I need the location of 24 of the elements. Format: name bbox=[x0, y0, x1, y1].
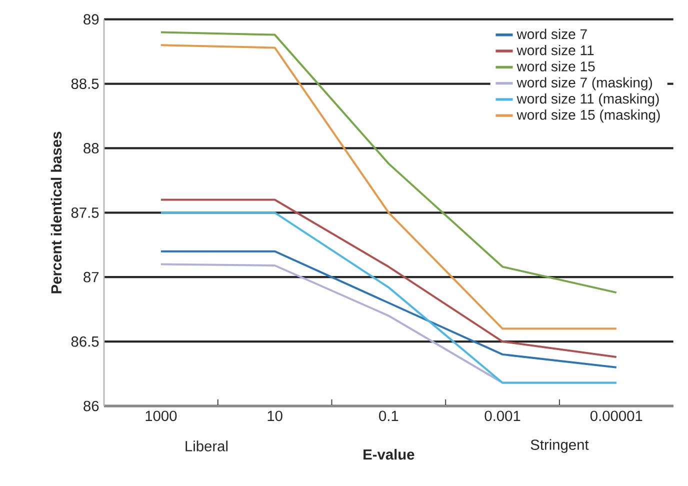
y-axis-title: Percent identical bases bbox=[50, 132, 62, 294]
x-tick-label: 0.1 bbox=[379, 410, 398, 422]
x-tick-label: 0.00001 bbox=[590, 410, 642, 422]
y-tick-label: 86 bbox=[84, 400, 99, 412]
y-tick-label: 86.5 bbox=[71, 336, 99, 347]
legend-label: word size 15 (masking) bbox=[516, 110, 660, 123]
x-tick-label: 1000 bbox=[146, 410, 177, 422]
y-tick-label: 87.5 bbox=[71, 207, 99, 218]
legend-label: word size 15 bbox=[516, 61, 595, 72]
y-tick-label: 89 bbox=[84, 14, 99, 25]
x-axis-title: E-value bbox=[364, 448, 414, 460]
y-tick-label: 87 bbox=[84, 272, 99, 282]
y-tick-label: 88 bbox=[84, 143, 99, 154]
x-tick-label: 10 bbox=[268, 410, 282, 422]
legend-label: word size 11 (masking) bbox=[516, 93, 659, 106]
x-tick-label: 0.001 bbox=[484, 410, 520, 422]
legend-label: word size 11 bbox=[516, 44, 594, 56]
line-series bbox=[160, 198, 618, 358]
y-tick-label: 88.5 bbox=[71, 78, 99, 89]
text: Liberal bbox=[186, 440, 228, 452]
legend-label: word size 7 (masking) bbox=[516, 77, 652, 90]
text: Stringent bbox=[530, 439, 589, 453]
legend-label: word size 7 bbox=[516, 28, 587, 40]
line-series bbox=[160, 250, 618, 368]
